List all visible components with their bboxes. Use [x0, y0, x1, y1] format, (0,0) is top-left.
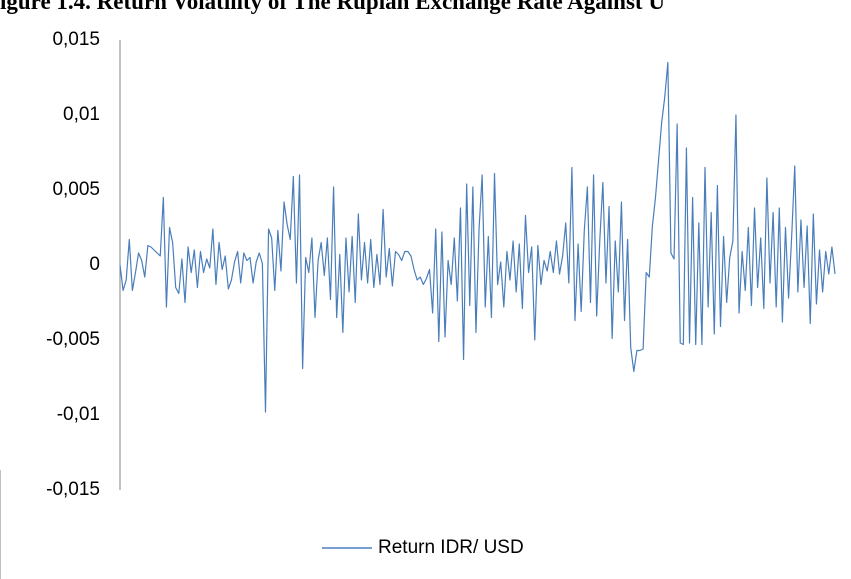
legend-label: Return IDR/ USD: [378, 537, 524, 558]
y-tick-label: -0,01: [57, 404, 100, 425]
y-tick-label: 0,005: [52, 179, 100, 200]
series-line: [119, 61, 836, 413]
y-tick-label: -0,005: [46, 329, 100, 350]
y-tick-label: 0,015: [52, 29, 100, 50]
y-tick-label: -0,015: [46, 479, 100, 500]
y-tick-label: 0,01: [63, 104, 100, 125]
chart-title: igure 1.4. Return Volatility of The Rupi…: [0, 0, 665, 14]
y-tick-label: 0: [89, 254, 100, 275]
